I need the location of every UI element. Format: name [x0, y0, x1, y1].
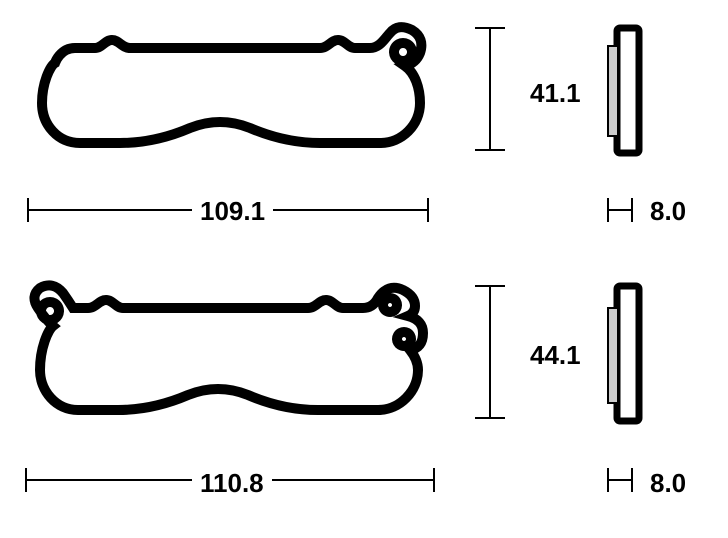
- bottom-width-label: 110.8: [192, 468, 272, 499]
- top-pad-outline: [42, 27, 421, 143]
- bottom-side-profile: [605, 278, 655, 448]
- top-pad-front: [20, 18, 430, 178]
- top-thickness-label: 8.0: [650, 196, 686, 227]
- top-width-label: 109.1: [192, 196, 273, 227]
- bottom-height-dim: [460, 278, 520, 448]
- diagram-container: 41.1 109.1 8.0 44.1 110.8: [0, 0, 728, 538]
- top-height-dim: [460, 18, 520, 178]
- top-side-profile: [605, 18, 655, 178]
- bottom-pad-front: [18, 278, 438, 448]
- top-thickness-dim: [600, 190, 650, 230]
- bottom-thickness-dim: [600, 460, 650, 500]
- bottom-thickness-label: 8.0: [650, 468, 686, 499]
- top-height-label: 41.1: [530, 78, 581, 109]
- bottom-height-label: 44.1: [530, 340, 581, 371]
- bottom-pad-outline: [34, 285, 423, 410]
